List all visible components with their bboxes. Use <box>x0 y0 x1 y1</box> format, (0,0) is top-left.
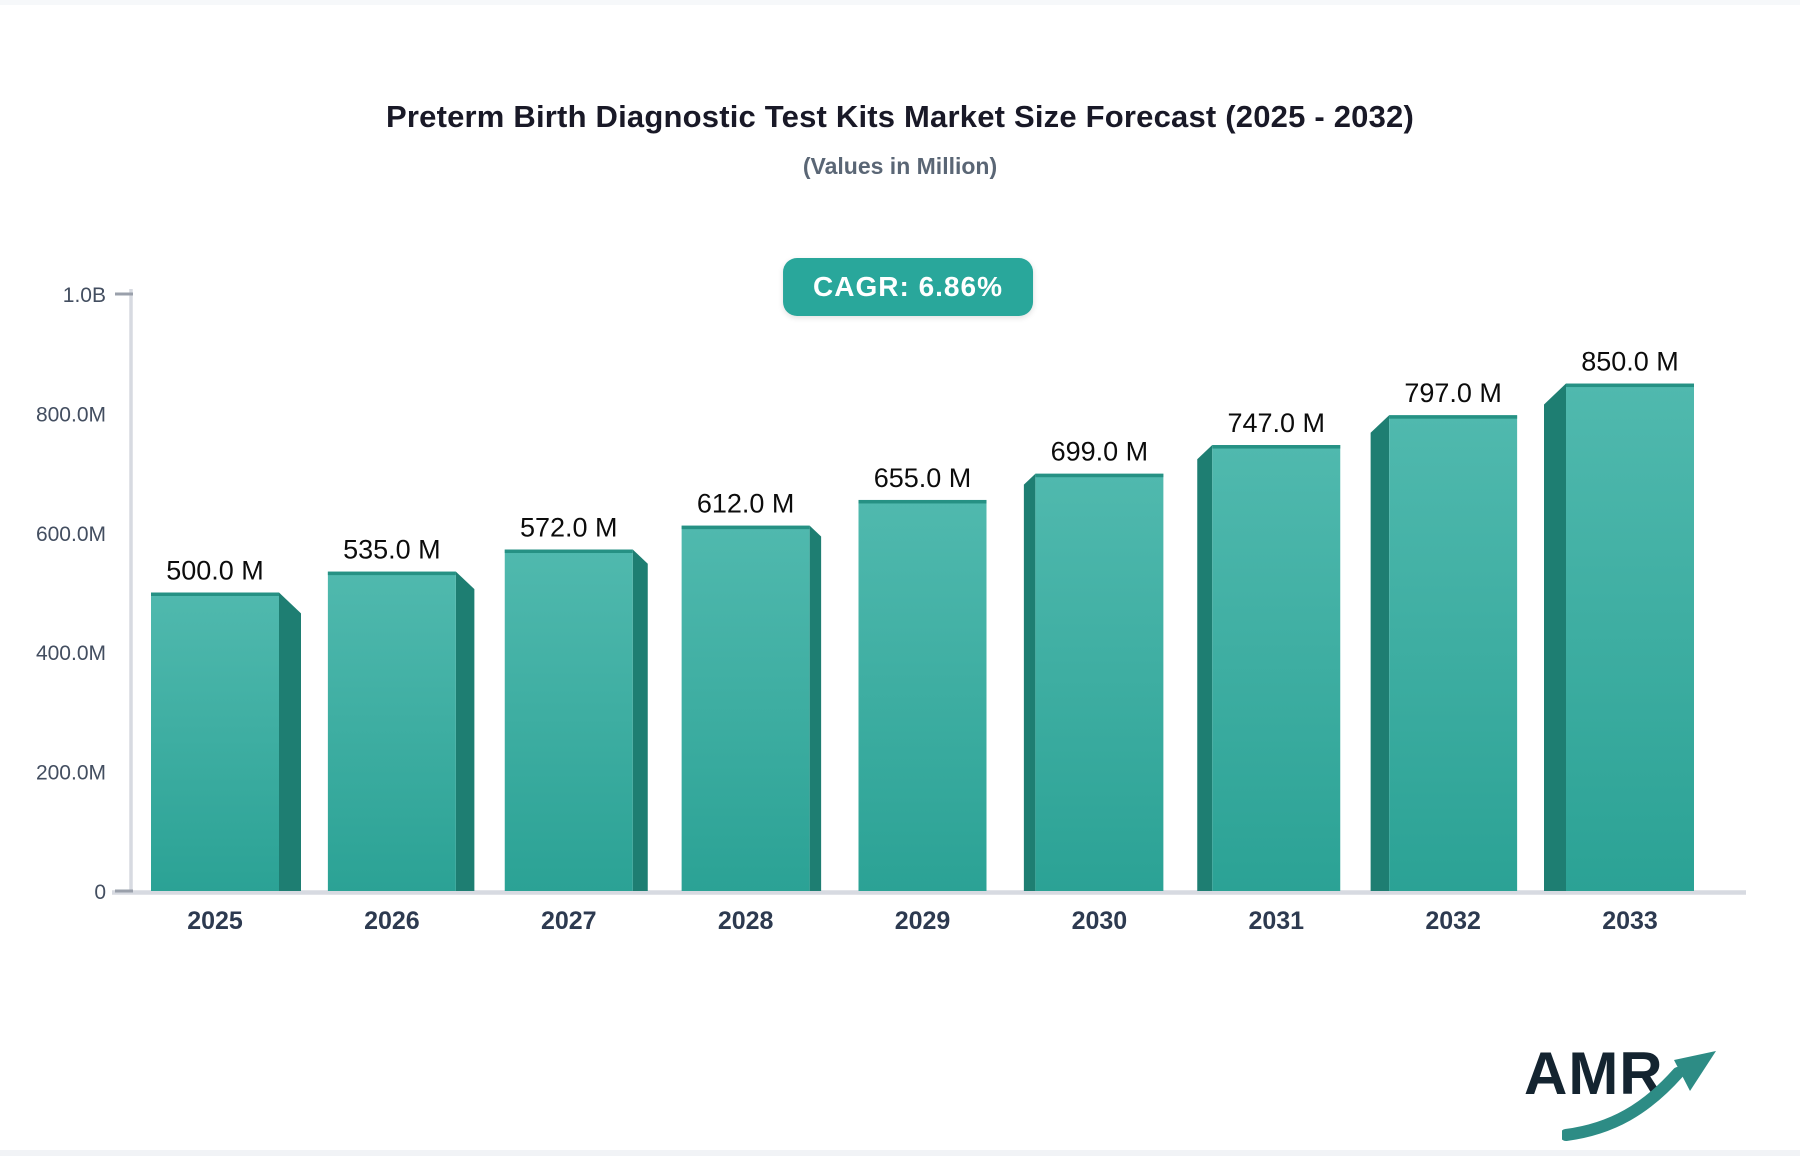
y-tick-label: 800.0M <box>36 403 106 426</box>
amr-logo-text: AMR <box>1524 1040 1664 1107</box>
bar-2033 <box>1566 383 1694 891</box>
bar-2026 <box>327 571 456 891</box>
value-label-2028: 612.0 M <box>697 489 795 519</box>
bar-top-edge-2032 <box>1389 415 1518 419</box>
value-label-2029: 655.0 M <box>874 463 972 493</box>
y-tick-label: 200.0M <box>36 762 106 785</box>
y-tick-label: 400.0M <box>36 642 106 665</box>
bar-side-face-2026 <box>455 571 475 891</box>
value-label-2032: 797.0 M <box>1404 378 1502 408</box>
x-tick-label-2029: 2029 <box>895 907 951 935</box>
bar-2031 <box>1212 445 1341 891</box>
y-tick-label: 600.0M <box>36 523 106 546</box>
bar-side-face-2032 <box>1370 415 1390 891</box>
bar-side-face-2030 <box>1023 473 1036 891</box>
x-tick-label-2025: 2025 <box>187 907 243 935</box>
amr-logo-arrow-icon <box>1562 1051 1716 1141</box>
x-tick-label-2032: 2032 <box>1425 907 1481 935</box>
bar-2025 <box>151 592 279 891</box>
value-label-2025: 500.0 M <box>166 556 264 586</box>
amr-logo: AMR <box>1524 1033 1754 1141</box>
bar-2032 <box>1389 415 1518 891</box>
bar-top-edge-2029 <box>858 499 987 504</box>
value-label-2033: 850.0 M <box>1581 347 1679 377</box>
bar-side-face-2031 <box>1197 445 1213 891</box>
bar-side-face-2027 <box>632 549 648 891</box>
bar-2028 <box>681 525 810 891</box>
x-tick-label-2028: 2028 <box>718 907 774 935</box>
x-tick-label-2033: 2033 <box>1602 907 1658 935</box>
cagr-badge-label: CAGR: 6.86% <box>813 271 1003 302</box>
y-tick-label: 0 <box>94 881 106 904</box>
bar-chart: 1.0B 800.0M 600.0M 400.0M 200.0M 0 500.0 M 2025… <box>36 284 1746 935</box>
cagr-badge: CAGR: 6.86% <box>783 258 1033 316</box>
bar-top-edge-2028 <box>681 525 810 530</box>
bar-top-edge-2030 <box>1035 473 1164 478</box>
bar-top-edge-2025 <box>151 592 279 596</box>
value-label-2026: 535.0 M <box>343 535 441 565</box>
bar-top-edge-2027 <box>504 549 633 554</box>
bar-top-edge-2026 <box>327 571 456 576</box>
bar-side-face-2033 <box>1544 383 1566 891</box>
bar-top-edge-2033 <box>1566 383 1694 388</box>
chart-title: Preterm Birth Diagnostic Test Kits Marke… <box>386 99 1414 134</box>
x-tick-label-2031: 2031 <box>1248 907 1304 935</box>
bar-2030 <box>1035 473 1164 891</box>
value-label-2031: 747.0 M <box>1227 408 1325 438</box>
bar-2029 <box>858 499 987 891</box>
bar-side-face-2028 <box>809 525 822 891</box>
x-tick-label-2030: 2030 <box>1072 907 1128 935</box>
bar-side-face-2025 <box>279 592 301 891</box>
value-label-2030: 699.0 M <box>1051 437 1149 467</box>
bar-2027 <box>504 549 633 891</box>
x-tick-label-2026: 2026 <box>364 907 420 935</box>
value-label-2027: 572.0 M <box>520 513 618 543</box>
bar-top-edge-2031 <box>1212 445 1341 449</box>
x-tick-label-2027: 2027 <box>541 907 597 935</box>
y-tick-label: 1.0B <box>63 284 106 307</box>
chart-subtitle: (Values in Million) <box>802 153 998 179</box>
